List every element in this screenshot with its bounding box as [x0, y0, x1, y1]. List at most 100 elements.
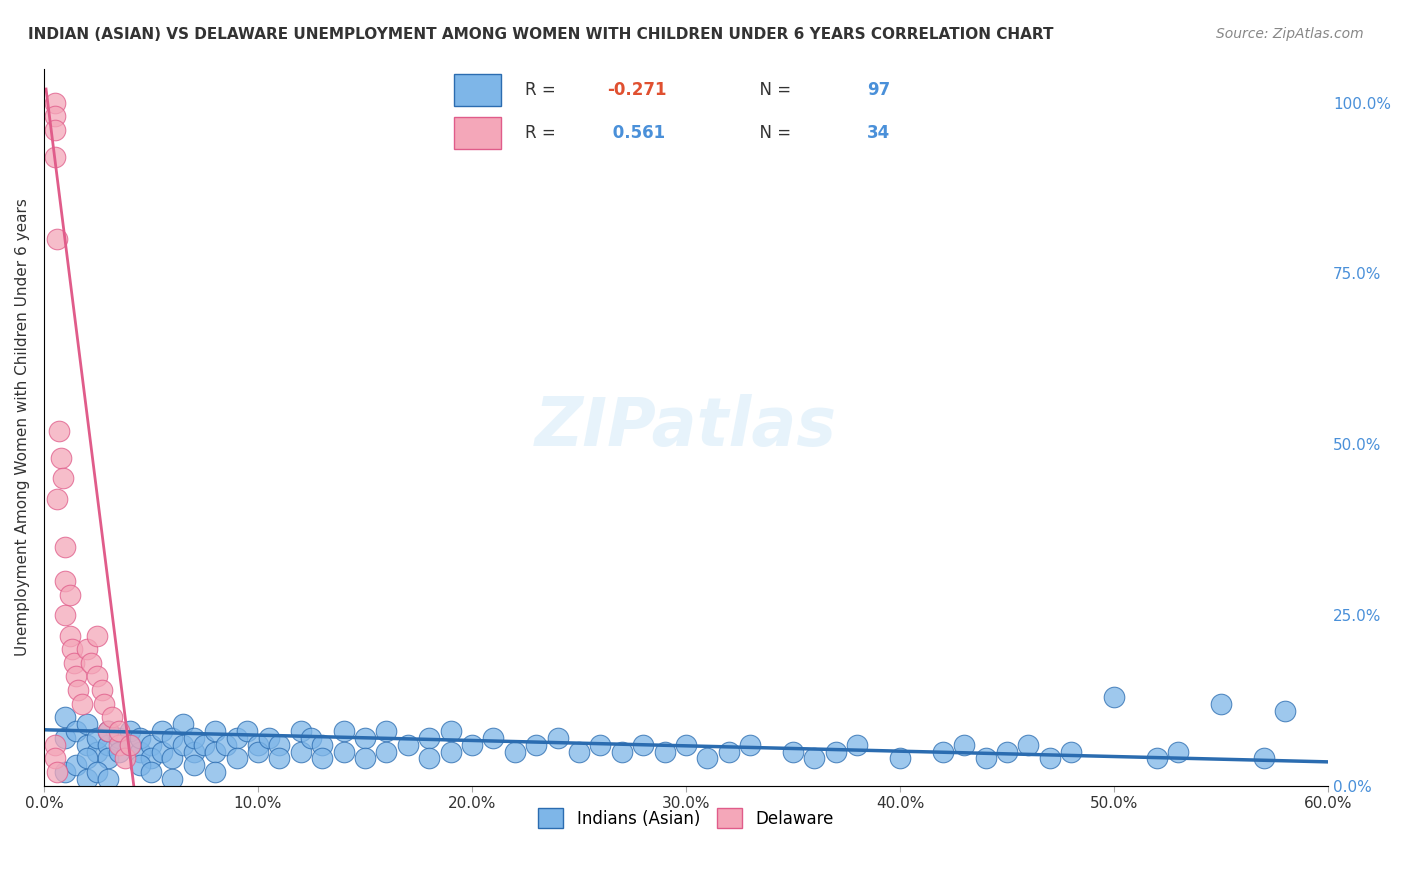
Point [172, 738, 194, 752]
Point [63, 656, 86, 670]
Point [204, 745, 226, 759]
Point [782, 745, 804, 759]
Point [1102, 690, 1125, 704]
Point [118, 738, 141, 752]
Point [53, 540, 76, 554]
Point [290, 745, 312, 759]
Point [311, 751, 333, 765]
Point [139, 765, 162, 780]
Point [953, 738, 976, 752]
Point [269, 738, 291, 752]
Point [183, 745, 205, 759]
Text: INDIAN (ASIAN) VS DELAWARE UNEMPLOYMENT AMONG WOMEN WITH CHILDREN UNDER 6 YEARS : INDIAN (ASIAN) VS DELAWARE UNEMPLOYMENT … [28, 27, 1053, 42]
Point [461, 738, 484, 752]
Point [53, 574, 76, 588]
Point [49, 450, 72, 465]
Point [80, 656, 103, 670]
Point [547, 731, 569, 745]
Point [107, 738, 129, 752]
Point [740, 738, 762, 752]
Point [482, 731, 505, 745]
Point [1211, 697, 1233, 711]
Point [44, 751, 66, 765]
Point [824, 745, 846, 759]
Point [65, 724, 87, 739]
Point [93, 697, 115, 711]
Point [44, 109, 66, 123]
Point [129, 745, 152, 759]
Point [301, 731, 323, 745]
Point [995, 745, 1018, 759]
Point [932, 745, 955, 759]
Point [246, 738, 269, 752]
Point [118, 738, 141, 752]
Point [65, 669, 87, 683]
Point [354, 751, 377, 765]
Point [225, 751, 247, 765]
Point [1146, 751, 1168, 765]
Point [354, 731, 377, 745]
Point [418, 751, 440, 765]
Point [58, 587, 80, 601]
Point [67, 683, 90, 698]
Point [396, 738, 419, 752]
Point [269, 751, 291, 765]
Point [114, 751, 136, 765]
Point [86, 731, 108, 745]
Point [568, 745, 591, 759]
Point [290, 724, 312, 739]
Point [129, 731, 152, 745]
Point [97, 724, 120, 739]
Point [696, 751, 718, 765]
Point [45, 765, 67, 780]
Point [1274, 704, 1296, 718]
Point [974, 751, 997, 765]
Point [150, 745, 173, 759]
Y-axis label: Unemployment Among Women with Children Under 6 years: Unemployment Among Women with Children U… [15, 198, 30, 657]
Point [101, 710, 124, 724]
Point [76, 738, 98, 752]
Point [172, 717, 194, 731]
Point [183, 758, 205, 772]
Point [107, 731, 129, 745]
Point [44, 123, 66, 137]
Text: ZIPatlas: ZIPatlas [536, 394, 837, 460]
Point [675, 738, 697, 752]
Point [375, 724, 398, 739]
Point [246, 745, 269, 759]
Point [717, 745, 740, 759]
Point [183, 731, 205, 745]
Point [439, 724, 461, 739]
Point [889, 751, 911, 765]
Point [1039, 751, 1062, 765]
Point [53, 607, 76, 622]
Point [90, 683, 112, 698]
Point [332, 724, 354, 739]
Point [65, 758, 87, 772]
Point [803, 751, 825, 765]
Point [53, 710, 76, 724]
Point [53, 765, 76, 780]
Point [311, 738, 333, 752]
Text: Source: ZipAtlas.com: Source: ZipAtlas.com [1216, 27, 1364, 41]
Point [97, 772, 120, 786]
Point [97, 724, 120, 739]
Point [204, 724, 226, 739]
Point [503, 745, 526, 759]
Point [97, 738, 120, 752]
Point [44, 95, 66, 110]
Point [225, 731, 247, 745]
Point [118, 724, 141, 739]
Legend: Indians (Asian), Delaware: Indians (Asian), Delaware [531, 801, 841, 835]
Point [76, 642, 98, 657]
Point [107, 724, 129, 739]
Point [76, 717, 98, 731]
Point [589, 738, 612, 752]
Point [204, 765, 226, 780]
Point [162, 731, 184, 745]
Point [86, 765, 108, 780]
Point [610, 745, 633, 759]
Point [48, 424, 70, 438]
Point [72, 697, 94, 711]
Point [236, 724, 259, 739]
